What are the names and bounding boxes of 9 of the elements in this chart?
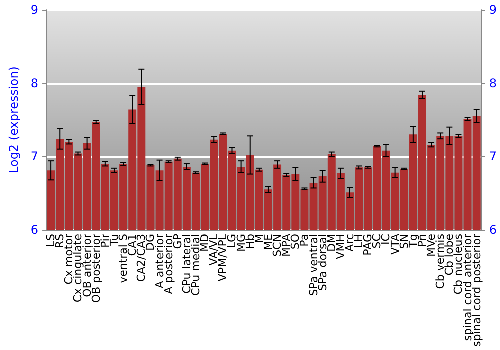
y2-tick-label: 7 — [489, 150, 498, 164]
y-tick-label: 8 — [30, 76, 39, 90]
y-tick-label: 6 — [30, 223, 39, 238]
y2-tick-label: 6 — [489, 223, 498, 238]
y2-tick-label: 9 — [489, 3, 498, 17]
y-tick-label: 9 — [30, 3, 39, 17]
y-tick-label: 7 — [30, 150, 39, 164]
y2-tick-label: 8 — [489, 76, 498, 90]
y-axis-title: Log2 (expression) — [7, 66, 21, 174]
